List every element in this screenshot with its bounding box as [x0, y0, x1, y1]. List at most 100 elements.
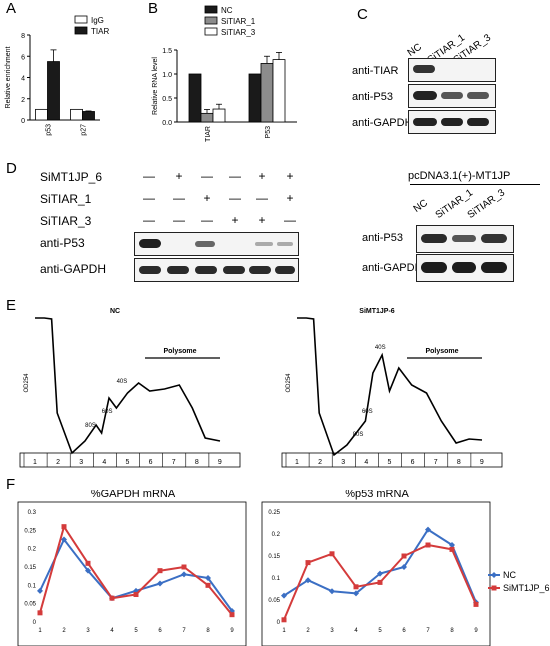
y-tick-label: 1.0 [162, 72, 172, 79]
sign: + [286, 191, 294, 205]
peak-label: 40S [375, 345, 386, 351]
series-line [39, 538, 233, 612]
x-tick-label: 9 [474, 628, 478, 634]
x-tick-label: p53 [46, 124, 53, 136]
blot-d-cond-2: SiTIAR_3 [40, 214, 92, 228]
data-point [281, 592, 287, 599]
fraction-label: 4 [364, 459, 368, 466]
x-tick-label: 6 [158, 628, 162, 634]
y-tick-label: 0 [277, 620, 281, 626]
fraction-label: 5 [125, 459, 129, 466]
x-tick-label: 9 [230, 628, 234, 634]
panel-label-a: A [6, 0, 17, 17]
bar [35, 108, 48, 121]
data-point [425, 542, 431, 548]
sign: + [203, 191, 211, 205]
y-tick-label: 0.25 [24, 528, 36, 534]
y-tick-label: 4 [21, 76, 25, 83]
x-tick-label: 5 [378, 628, 382, 634]
sign: + [258, 213, 266, 227]
data-point [85, 567, 91, 574]
chart-title: %p53 mRNA [345, 490, 409, 500]
legend-label: SiMT1JP_6 [503, 583, 550, 593]
y-tick-label: 0 [33, 620, 37, 626]
y-tick-label: 0.0 [162, 120, 172, 127]
y-tick-label: 0.05 [268, 598, 280, 604]
sign: — [284, 213, 296, 227]
data-point [181, 571, 187, 578]
legend-label: IgG [91, 16, 104, 25]
data-point [281, 617, 287, 623]
chart-title: %GAPDH mRNA [91, 490, 176, 500]
y-tick-label: 1.5 [162, 48, 172, 55]
x-tick-label: 3 [330, 628, 334, 634]
fraction-bar [281, 452, 503, 468]
y-tick-label: 0.3 [28, 510, 37, 516]
polysome-label: Polysome [163, 348, 196, 355]
panel-label-c: C [357, 6, 368, 23]
chart-frame [17, 501, 247, 646]
profile-title: NC [110, 308, 120, 315]
blot-d2: pcDNA3.1(+)-MT1JP NC SiTIAR_1 SiTIAR_3 a… [360, 170, 550, 300]
data-point [449, 546, 455, 552]
bar [188, 73, 202, 123]
panel-label-e: E [6, 297, 17, 314]
sign: + [258, 169, 266, 183]
blot-d2-lane-0: NC [411, 197, 430, 215]
data-point [205, 575, 211, 581]
y-axis-label: Relative RNA level [152, 57, 159, 115]
fraction-label: 2 [56, 459, 60, 466]
x-tick-label: 5 [134, 628, 138, 634]
y-tick-label: 0.25 [268, 510, 280, 516]
data-point [353, 590, 359, 597]
sign: — [173, 213, 185, 227]
legend-label: NC [221, 6, 233, 15]
data-point [61, 524, 67, 530]
blot-d2-row-0: anti-P53 [362, 232, 403, 244]
data-point [401, 564, 407, 570]
sign: — [201, 213, 213, 227]
legend-label: SiTIAR_1 [221, 17, 256, 26]
chart-frame [261, 501, 491, 646]
blot-c: NC SiTIAR_1 SiTIAR_3 anti-TIAR anti-P53 … [350, 20, 550, 160]
y-axis-label: OD254 [286, 373, 292, 393]
data-point [181, 564, 187, 570]
blot-d-row-1: anti-GAPDH [40, 262, 107, 276]
data-point [109, 595, 115, 601]
fraction-label: 1 [33, 459, 37, 466]
bar [260, 63, 274, 123]
data-point [449, 542, 455, 548]
bar [70, 108, 83, 121]
y-tick-label: 0 [21, 118, 25, 125]
fraction-bar [19, 452, 241, 468]
y-tick-label: 0.05 [24, 602, 36, 608]
blot-d: SiMT1JP_6 SiTIAR_1 SiTIAR_3 — + — — + + … [0, 160, 300, 290]
fraction-label: 2 [318, 459, 322, 466]
fraction-label: 9 [218, 459, 222, 466]
bar [272, 59, 286, 123]
data-point [329, 551, 335, 557]
data-point [37, 587, 43, 594]
peak-label: 80S [353, 432, 364, 438]
y-tick-label: 0.2 [272, 532, 281, 538]
data-point [377, 570, 383, 577]
x-tick-label: 7 [182, 628, 186, 634]
od-trace [35, 317, 221, 455]
panel-label-f: F [6, 476, 16, 493]
peak-label: 60S [362, 409, 373, 415]
y-tick-label: 8 [21, 33, 25, 40]
fraction-label: 6 [149, 459, 153, 466]
legend-swatch [74, 26, 88, 35]
blot-d-cond-1: SiTIAR_1 [40, 192, 92, 206]
profile-title: SiMT1JP-6 [359, 308, 395, 315]
x-tick-label: 2 [62, 628, 66, 634]
chart-a: 0 2 4 6 8 Relative enrichment p53 p27 IgG TIAR [5, 15, 109, 136]
fraction-label: 3 [341, 459, 345, 466]
fraction-label: 8 [195, 459, 199, 466]
x-tick-label: 4 [354, 628, 358, 634]
fraction-label: 6 [411, 459, 415, 466]
blot-d-cond-0: SiMT1JP_6 [40, 170, 103, 184]
x-tick-label: 7 [426, 628, 430, 634]
